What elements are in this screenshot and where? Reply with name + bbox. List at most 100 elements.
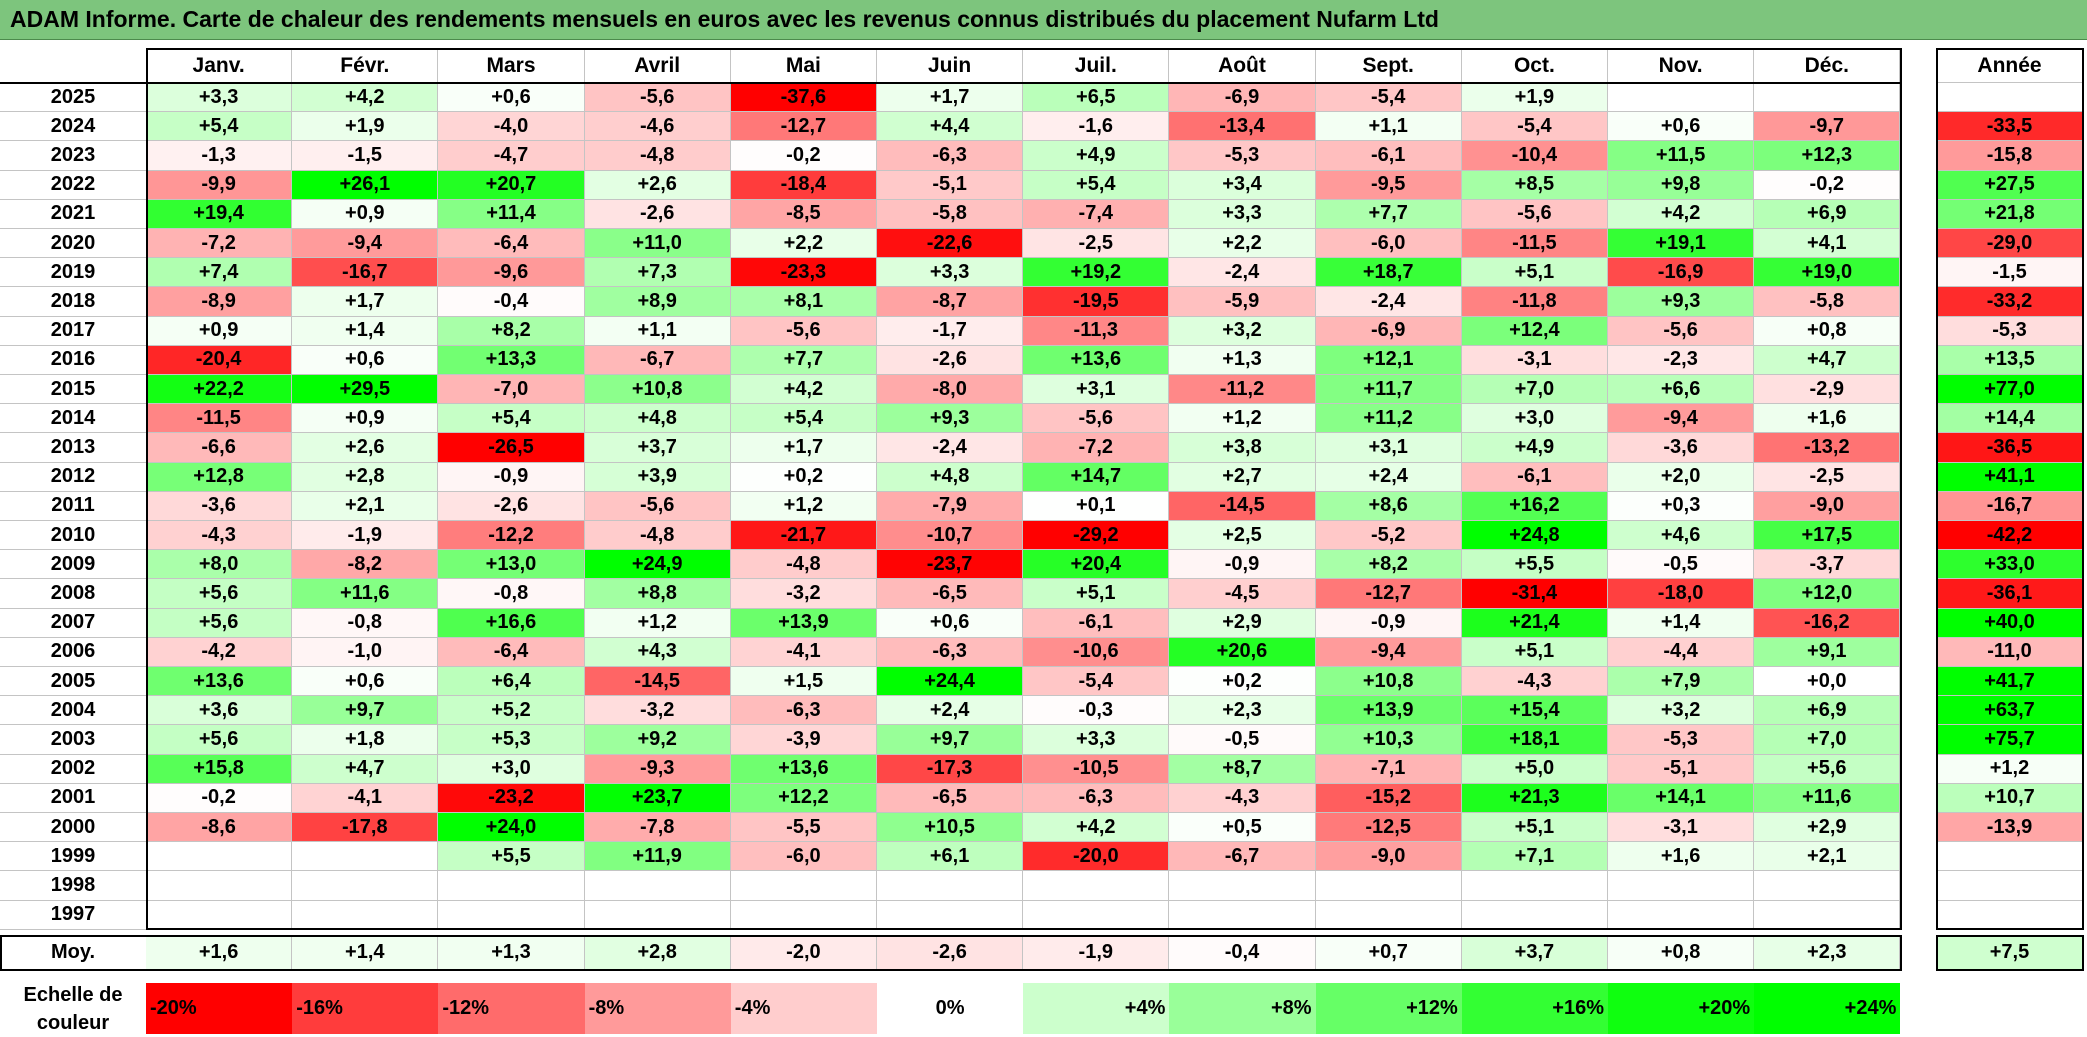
heatmap-cell: -13,2 — [1754, 433, 1901, 463]
heatmap-cell: +2,0 — [1608, 462, 1755, 492]
heatmap-cell: +8,2 — [1315, 550, 1462, 580]
heatmap-cell: -6,1 — [1315, 141, 1462, 171]
heatmap-cell: -8,7 — [877, 287, 1024, 317]
heatmap-cell: +1,2 — [730, 491, 877, 521]
heatmap-cell: -4,8 — [730, 550, 877, 580]
heatmap-cell: +7,1 — [1461, 842, 1608, 872]
annual-cell: +33,0 — [1937, 550, 2083, 580]
heatmap-cell: -7,8 — [584, 813, 731, 843]
heatmap-cell: -5,1 — [1608, 754, 1755, 784]
heatmap-cell: -4,8 — [584, 141, 731, 171]
heatmap-cell: +5,2 — [438, 696, 585, 726]
annual-cell: -15,8 — [1937, 141, 2083, 171]
heatmap-cell: +11,9 — [584, 842, 731, 872]
heatmap-cell: -9,4 — [1315, 637, 1462, 667]
heatmap-cell: -11,5 — [1461, 229, 1608, 259]
heatmap-cell: +3,0 — [438, 754, 585, 784]
heatmap-cell: +11,6 — [1754, 783, 1901, 813]
month-header: Févr. — [292, 50, 439, 83]
month-header: Mars — [438, 50, 585, 83]
heatmap-cell: +19,4 — [146, 199, 293, 229]
annual-cell: +41,1 — [1937, 462, 2083, 492]
heatmap-cell: +12,0 — [1754, 579, 1901, 609]
year-label: 2019 — [0, 258, 146, 288]
heatmap-cell: -12,7 — [730, 112, 877, 142]
year-label: 2024 — [0, 112, 146, 142]
heatmap-cell: -4,6 — [584, 112, 731, 142]
heatmap-cell: -0,5 — [1169, 725, 1316, 755]
heatmap-cell: +2,1 — [292, 491, 439, 521]
heatmap-cell — [584, 871, 731, 901]
heatmap-cell: -23,7 — [877, 550, 1024, 580]
heatmap-cell: +8,5 — [1461, 170, 1608, 200]
heatmap-cell: -7,2 — [146, 229, 293, 259]
heatmap-cell: -20,4 — [146, 345, 293, 375]
heatmap-cell: +3,3 — [877, 258, 1024, 288]
color-scale-step: -12% — [438, 983, 585, 1034]
heatmap-cell: -6,1 — [1023, 608, 1170, 638]
heatmap-cell: +5,4 — [146, 112, 293, 142]
month-header: Oct. — [1461, 50, 1608, 83]
year-label: 2021 — [0, 199, 146, 229]
heatmap-cell: -0,4 — [438, 287, 585, 317]
heatmap-cell: -2,6 — [438, 491, 585, 521]
heatmap-cell: -5,8 — [1754, 287, 1901, 317]
heatmap-cell: -3,2 — [730, 579, 877, 609]
heatmap-cell: -0,2 — [730, 141, 877, 171]
annual-cell: +10,7 — [1937, 783, 2083, 813]
year-label: 2022 — [0, 170, 146, 200]
heatmap-cell: -31,4 — [1461, 579, 1608, 609]
color-scale-step: -8% — [584, 983, 731, 1034]
heatmap-cell: +21,3 — [1461, 783, 1608, 813]
heatmap-cell: -29,2 — [1023, 521, 1170, 551]
heatmap-cell: +5,1 — [1461, 258, 1608, 288]
heatmap-cell: +2,2 — [1169, 229, 1316, 259]
year-label: 2002 — [0, 754, 146, 784]
heatmap-cell: -10,6 — [1023, 637, 1170, 667]
heatmap-cell: +4,2 — [1608, 199, 1755, 229]
heatmap-cell: +2,4 — [1315, 462, 1462, 492]
title-bar: ADAM Informe. Carte de chaleur des rende… — [0, 0, 2087, 40]
heatmap-cell: +26,1 — [292, 170, 439, 200]
heatmap-cell: +12,1 — [1315, 345, 1462, 375]
heatmap-cell: +0,8 — [1754, 316, 1901, 346]
heatmap-cell: -5,6 — [1461, 199, 1608, 229]
annual-cell: -29,0 — [1937, 229, 2083, 259]
heatmap-cell: +3,1 — [1023, 375, 1170, 405]
heatmap-cell: +1,4 — [1608, 608, 1755, 638]
year-label: 2000 — [0, 813, 146, 843]
heatmap-cell: +18,7 — [1315, 258, 1462, 288]
heatmap-cell: +13,0 — [438, 550, 585, 580]
heatmap-cell: +1,7 — [292, 287, 439, 317]
heatmap-cell: -0,8 — [292, 608, 439, 638]
heatmap-cell: -8,5 — [730, 199, 877, 229]
heatmap-cell: +1,7 — [730, 433, 877, 463]
heatmap-cell: +2,8 — [292, 462, 439, 492]
month-header: Déc. — [1754, 50, 1901, 83]
heatmap-cell: +11,5 — [1608, 141, 1755, 171]
heatmap-cell: -1,7 — [877, 316, 1024, 346]
color-scale-step: -20% — [146, 983, 293, 1034]
heatmap-cell — [292, 900, 439, 930]
average-cell: +2,3 — [1754, 935, 1901, 970]
heatmap-cell: +0,6 — [438, 83, 585, 113]
color-scale-label: Echelle de couleur — [23, 983, 123, 1034]
heatmap-cell: +1,5 — [730, 667, 877, 697]
heatmap-cell: +4,3 — [584, 637, 731, 667]
heatmap-cell: +0,6 — [292, 345, 439, 375]
heatmap-cell: -6,7 — [1169, 842, 1316, 872]
heatmap-cell: -5,6 — [1023, 404, 1170, 434]
year-label: 2010 — [0, 521, 146, 551]
heatmap-cell: +19,2 — [1023, 258, 1170, 288]
heatmap-cell — [292, 842, 439, 872]
heatmap-cell: -9,4 — [292, 229, 439, 259]
heatmap-cell: -6,5 — [877, 579, 1024, 609]
heatmap-cell: +4,2 — [1023, 813, 1170, 843]
heatmap-cell: +20,6 — [1169, 637, 1316, 667]
heatmap-cell: -10,5 — [1023, 754, 1170, 784]
heatmap-cell: -6,1 — [1461, 462, 1608, 492]
annual-cell: +1,2 — [1937, 754, 2083, 784]
year-label: 2017 — [0, 316, 146, 346]
annual-cell: -33,5 — [1937, 112, 2083, 142]
annual-cell: -13,9 — [1937, 813, 2083, 843]
